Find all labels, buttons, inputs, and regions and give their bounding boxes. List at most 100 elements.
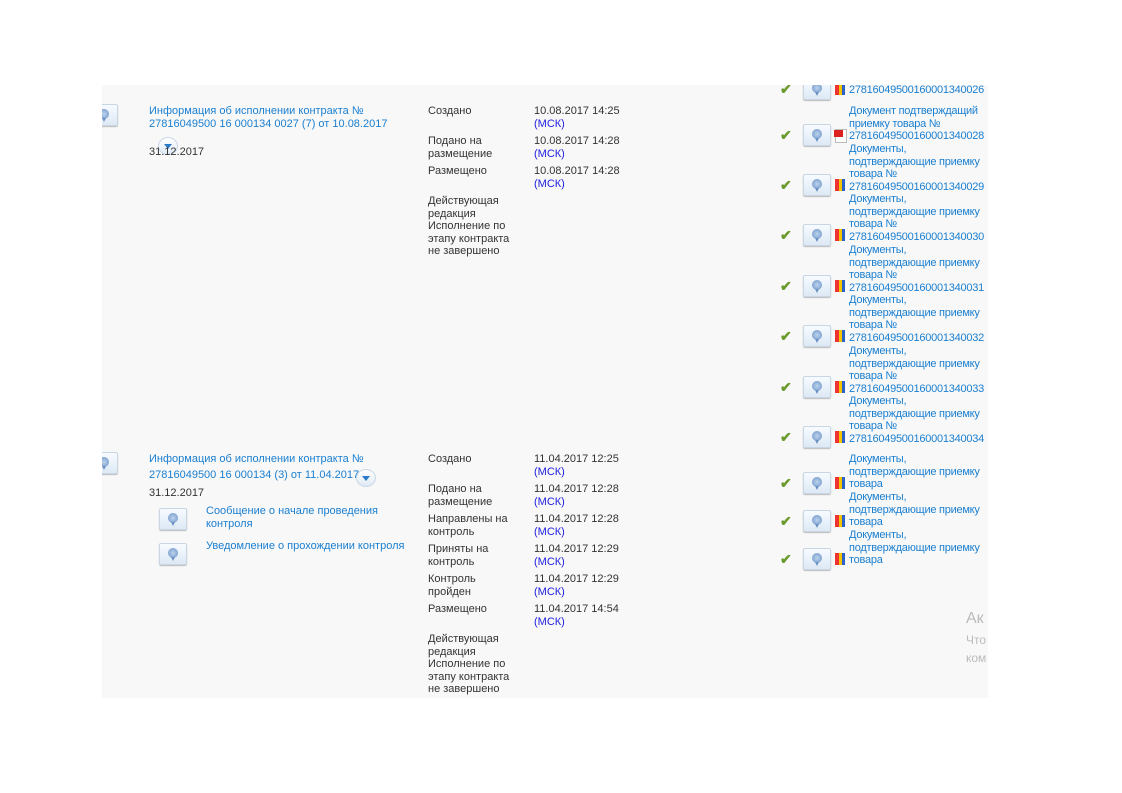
sub-document-link[interactable]: Сообщение о начале проведения контроля [206, 505, 378, 530]
sub-document-sign-button[interactable] [159, 508, 187, 530]
check-icon: ✔ [780, 177, 792, 193]
event-label: Подано на размещение [428, 135, 493, 160]
record-title-link[interactable]: Информация об исполнении контракта № 2781… [149, 105, 429, 130]
document-sign-button[interactable] [803, 547, 831, 570]
event-datetime: 11.04.2017 14:54 [534, 603, 619, 615]
signature-icon [835, 280, 845, 292]
event-label: Направлены на контроль [428, 513, 508, 538]
event-label: Приняты на контроль [428, 543, 489, 568]
document-link[interactable]: Документы, подтверждающие приемку товара [849, 453, 980, 490]
check-icon: ✔ [780, 85, 792, 97]
document-link[interactable]: Документ подтверждащий приемку товара № … [849, 105, 984, 142]
check-icon: ✔ [780, 328, 792, 344]
signature-icon [835, 476, 845, 489]
expand-chevron-icon[interactable] [158, 137, 178, 155]
signature-icon [835, 514, 845, 527]
windows-activation-watermark: Ак [966, 610, 984, 627]
document-sign-button[interactable] [803, 471, 831, 494]
document-link[interactable]: Документы, подтверждающие приемку товара… [849, 395, 984, 445]
title-line-1: Информация об исполнении контракта № [149, 105, 364, 117]
contract-execution-list: Информация об исполнении контракта № 2781… [102, 85, 988, 698]
document-sign-button[interactable] [803, 85, 831, 100]
event-datetime: 11.04.2017 12:25 [534, 453, 619, 465]
signature-icon [835, 179, 845, 191]
timezone-label: (МСК) [534, 495, 565, 508]
signature-icon [835, 229, 845, 241]
event-value: 10.08.2017 14:25 (МСК) [534, 105, 629, 130]
event-value: 11.04.2017 14:54 (МСК) [534, 603, 629, 628]
timezone-label: (МСК) [534, 525, 565, 538]
document-link[interactable]: Документы, подтверждающие приемку товара [849, 529, 980, 566]
title-line-2: 27816049500 16 000134 0027 (7) от 10.08.… [149, 117, 388, 130]
record-date: 31.12.2017 [149, 487, 205, 499]
document-link[interactable]: Документы, подтверждающие приемку товара… [849, 345, 984, 395]
event-value: 10.08.2017 14:28 (МСК) [534, 135, 629, 160]
document-sign-button[interactable] [803, 509, 831, 532]
expand-chevron-icon[interactable] [356, 469, 376, 487]
event-label: Подано на размещение [428, 483, 493, 508]
timezone-label: (МСК) [534, 147, 565, 160]
check-icon: ✔ [780, 474, 792, 491]
event-datetime: 11.04.2017 12:28 [534, 483, 619, 495]
record-date: 31.12.2017 [149, 146, 205, 158]
windows-activation-watermark: ком [966, 651, 987, 665]
event-datetime: 10.08.2017 14:28 [534, 135, 620, 147]
record-sign-button[interactable] [102, 104, 118, 126]
title-line-2: 27816049500 16 000134 (3) от 11.04.2017 [149, 468, 360, 481]
record-sign-button[interactable] [102, 452, 118, 474]
event-value: 11.04.2017 12:25 (МСК) [534, 453, 629, 478]
event-value: 11.04.2017 12:28 (МСК) [534, 513, 629, 538]
event-value: 11.04.2017 12:29 (МСК) [534, 543, 629, 568]
sub-document-link[interactable]: Уведомление о прохождении контроля [206, 540, 405, 552]
document-sign-button[interactable] [803, 376, 831, 398]
document-link[interactable]: Документы, подтверждающие приемку товара… [849, 193, 984, 243]
event-datetime: 10.08.2017 14:25 [534, 105, 620, 117]
document-sign-button[interactable] [803, 426, 831, 448]
timezone-label: (МСК) [534, 585, 565, 598]
timezone-label: (МСК) [534, 555, 565, 568]
check-icon: ✔ [780, 429, 792, 445]
document-sign-button[interactable] [803, 224, 831, 246]
title-line-1: Информация об исполнении контракта № [149, 453, 364, 465]
check-icon: ✔ [780, 550, 792, 567]
event-label: Контроль пройден [428, 573, 476, 598]
signature-icon [835, 330, 845, 342]
signature-icon [835, 85, 845, 95]
event-label: Размещено [428, 603, 487, 615]
check-icon: ✔ [780, 379, 792, 395]
signature-icon [835, 552, 845, 565]
event-datetime: 11.04.2017 12:29 [534, 573, 619, 585]
event-value: 11.04.2017 12:29 (МСК) [534, 573, 629, 598]
document-sign-button[interactable] [803, 123, 831, 146]
document-link[interactable]: Документы, подтверждающие приемку товара… [849, 244, 984, 294]
event-datetime: 10.08.2017 14:28 [534, 165, 620, 177]
check-icon: ✔ [780, 278, 792, 294]
event-value: 11.04.2017 12:28 (МСК) [534, 483, 629, 508]
check-icon: ✔ [780, 126, 792, 143]
document-sign-button[interactable] [803, 174, 831, 196]
windows-activation-watermark: Что [966, 633, 987, 647]
record-status: Действующая редакция Исполнение по этапу… [428, 633, 510, 695]
document-link[interactable]: Документы, подтверждающие приемку товара [849, 491, 980, 528]
event-label: Создано [428, 453, 472, 465]
timezone-label: (МСК) [534, 615, 565, 628]
event-value: 10.08.2017 14:28 (МСК) [534, 165, 629, 190]
timezone-label: (МСК) [534, 465, 565, 478]
event-label: Создано [428, 105, 472, 117]
record-title-link[interactable]: Информация об исполнении контракта № 2781… [149, 453, 429, 481]
event-datetime: 11.04.2017 12:28 [534, 513, 619, 525]
timezone-label: (МСК) [534, 117, 565, 130]
document-link[interactable]: 27816049500160001340026 [849, 85, 984, 96]
record-status: Действующая редакция Исполнение по этапу… [428, 195, 510, 257]
event-label: Размещено [428, 165, 487, 177]
document-sign-button[interactable] [803, 325, 831, 347]
signature-icon [835, 431, 845, 443]
timezone-label: (МСК) [534, 177, 565, 190]
sub-document-sign-button[interactable] [159, 543, 187, 565]
document-sign-button[interactable] [803, 275, 831, 297]
document-link[interactable]: Документы, подтверждающие приемку товара… [849, 294, 984, 344]
event-datetime: 11.04.2017 12:29 [534, 543, 619, 555]
document-link[interactable]: Документы, подтверждающие приемку товара… [849, 143, 984, 193]
signature-icon [835, 381, 845, 393]
check-icon: ✔ [780, 512, 792, 529]
